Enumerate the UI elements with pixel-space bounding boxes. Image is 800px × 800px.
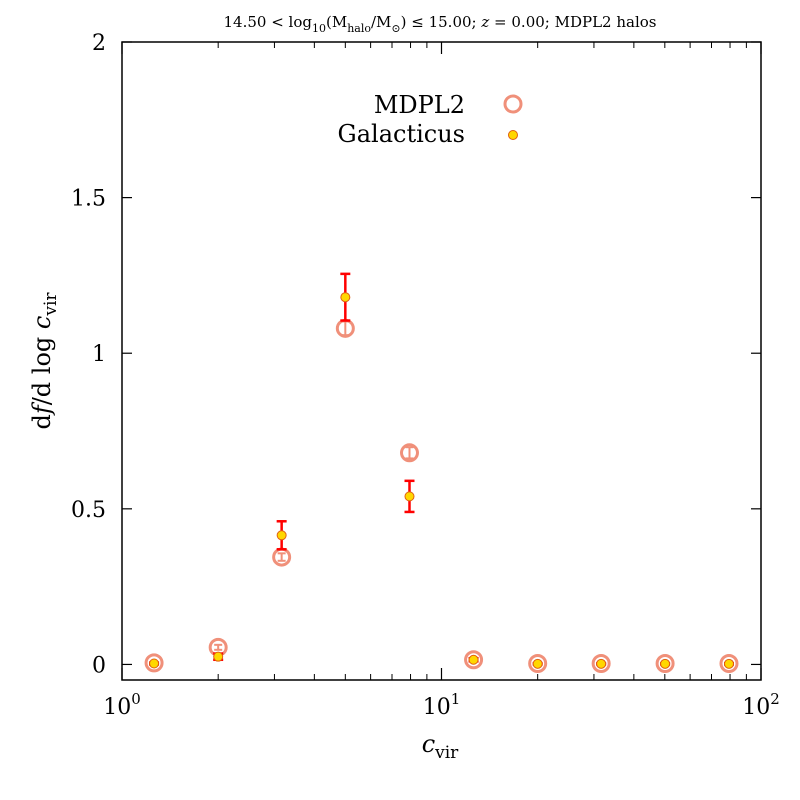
axis-tick-labels: 0 0.5 1 1.5 2 100 101 102 bbox=[71, 31, 780, 720]
galacticus-point bbox=[276, 530, 287, 541]
legend-marker-mdpl2 bbox=[503, 94, 523, 114]
legend-marker-galacticus bbox=[508, 130, 518, 140]
galacticus-point bbox=[213, 651, 224, 662]
axis-ticks bbox=[121, 41, 762, 680]
mdpl2-point bbox=[464, 650, 484, 670]
galacticus-point bbox=[596, 658, 607, 669]
chart-title: 14.50 < log10(Mhalo/M⊙) ≤ 15.00; z = 0.0… bbox=[224, 13, 657, 35]
galacticus-point bbox=[340, 292, 351, 303]
mdpl2-point bbox=[528, 654, 548, 674]
legend-label-mdpl2: MDPL2 bbox=[374, 91, 465, 119]
x-axis-label: cvir bbox=[422, 730, 459, 763]
galacticus-point bbox=[468, 654, 479, 665]
y-tick-label: 0.5 bbox=[71, 498, 106, 523]
mdpl2-point bbox=[719, 654, 739, 674]
x-tick-label: 101 bbox=[423, 690, 461, 720]
series-mdpl2 bbox=[144, 318, 739, 674]
galacticus-point bbox=[660, 658, 671, 669]
y-tick-label: 0 bbox=[92, 653, 106, 678]
series-galacticus bbox=[149, 272, 734, 669]
legend: MDPL2 Galacticus bbox=[338, 91, 523, 148]
x-tick-label: 100 bbox=[103, 690, 141, 720]
y-axis-label: df/d log cvir bbox=[28, 292, 61, 430]
y-tick-label: 1 bbox=[92, 342, 106, 367]
y-tick-label: 1.5 bbox=[71, 187, 106, 212]
mdpl2-point bbox=[591, 654, 611, 674]
x-tick-label: 102 bbox=[742, 690, 780, 720]
mdpl2-point bbox=[144, 653, 164, 673]
galacticus-point bbox=[149, 658, 160, 669]
galacticus-point bbox=[723, 658, 734, 669]
galacticus-point bbox=[404, 491, 415, 502]
mdpl2-point bbox=[655, 654, 675, 674]
mdpl2-point bbox=[399, 443, 419, 463]
legend-label-galacticus: Galacticus bbox=[338, 120, 465, 148]
galacticus-point bbox=[532, 658, 543, 669]
y-tick-label: 2 bbox=[92, 31, 106, 56]
